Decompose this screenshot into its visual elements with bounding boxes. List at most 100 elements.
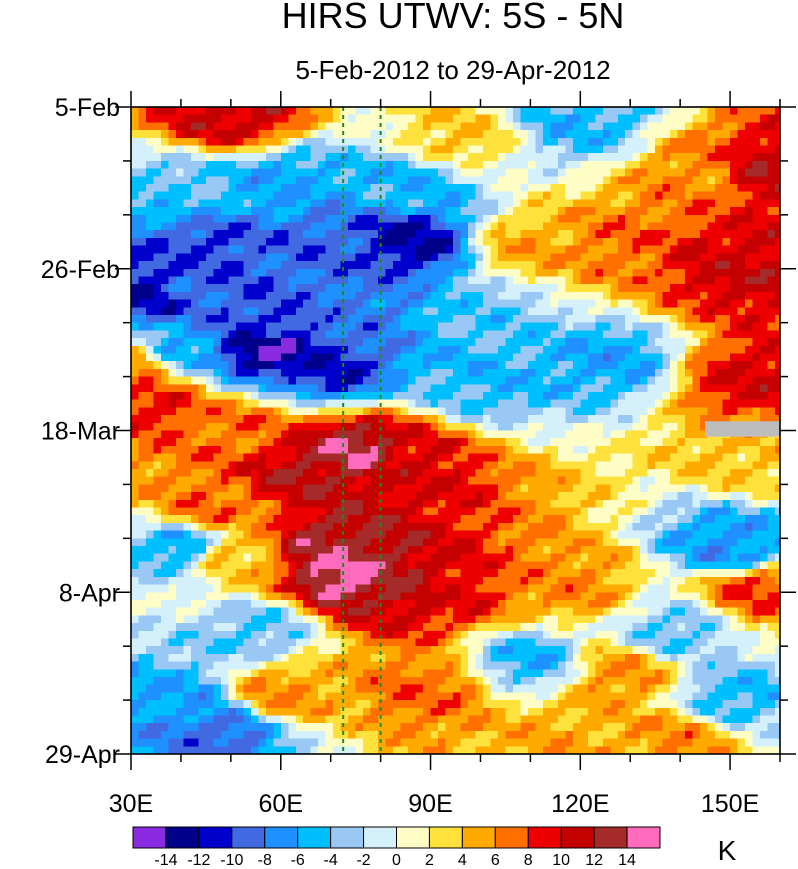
heatmap-cell [715, 538, 724, 547]
heatmap-cell [692, 284, 701, 293]
heatmap-cell [602, 492, 611, 501]
heatmap-cell [348, 214, 357, 224]
heatmap-cell [775, 276, 780, 285]
heatmap-cell [707, 107, 716, 116]
heatmap-cell [235, 237, 244, 247]
heatmap-cell [625, 191, 634, 201]
heatmap-cell [467, 515, 477, 524]
heatmap-cell [640, 245, 649, 254]
heatmap-cell [640, 376, 649, 385]
heatmap-cell [602, 230, 611, 239]
heatmap-cell [235, 168, 244, 177]
heatmap-cell [445, 368, 454, 378]
heatmap-cell [393, 222, 402, 231]
heatmap-cell [625, 237, 634, 247]
heatmap-cell [250, 469, 259, 478]
heatmap-cell [775, 230, 780, 239]
heatmap-cell [183, 430, 192, 439]
heatmap-cell [408, 368, 417, 378]
heatmap-cell [153, 322, 162, 331]
heatmap-cell [131, 538, 140, 547]
heatmap-cell [408, 415, 417, 424]
heatmap-cell [722, 176, 731, 185]
heatmap-cell [670, 507, 679, 516]
heatmap-cell [760, 361, 769, 370]
heatmap-cell [490, 137, 499, 147]
heatmap-cell [655, 314, 664, 324]
heatmap-cell [183, 507, 192, 516]
heatmap-cell [430, 430, 439, 439]
heatmap-cell [385, 268, 394, 278]
heatmap-cell [617, 160, 626, 170]
heatmap-cell [550, 253, 559, 262]
heatmap-cell [467, 107, 477, 116]
heatmap-cell [655, 422, 664, 432]
heatmap-cell [160, 507, 170, 516]
heatmap-cell [490, 307, 499, 316]
heatmap-cell [572, 191, 581, 201]
heatmap-cell [385, 168, 394, 177]
heatmap-cell [363, 160, 372, 170]
heatmap-cell [632, 137, 641, 147]
heatmap-cell [213, 322, 222, 331]
heatmap-cell [752, 222, 761, 231]
heatmap-cell [183, 107, 192, 116]
heatmap-cell [467, 199, 477, 208]
heatmap-cell [617, 407, 626, 416]
heatmap-cell [587, 461, 596, 470]
heatmap-cell [400, 168, 409, 177]
heatmap-cell [370, 338, 379, 347]
heatmap-cell [415, 530, 424, 539]
heatmap-cell [715, 399, 724, 408]
heatmap-cell [438, 191, 447, 201]
heatmap-cell [295, 445, 304, 455]
heatmap-cell [587, 361, 596, 370]
heatmap-cell [205, 137, 214, 147]
heatmap-cell [655, 530, 664, 539]
heatmap-cell [632, 168, 641, 177]
heatmap-cell [775, 245, 780, 254]
heatmap-cell [400, 376, 409, 385]
heatmap-cell [340, 222, 349, 231]
heatmap-cell [318, 276, 327, 285]
heatmap-cell [430, 361, 439, 370]
heatmap-cell [288, 469, 297, 478]
heatmap-cell [467, 114, 477, 123]
heatmap-cell [745, 214, 754, 224]
heatmap-cell [423, 376, 432, 385]
heatmap-cell [565, 445, 574, 455]
heatmap-cell [460, 199, 469, 208]
heatmap-cell [415, 422, 424, 432]
heatmap-cell [737, 261, 746, 270]
heatmap-cell [258, 307, 267, 316]
heatmap-cell [235, 230, 244, 239]
heatmap-cell [692, 445, 701, 455]
heatmap-cell [535, 153, 544, 162]
heatmap-cell [220, 515, 229, 524]
heatmap-cell [183, 353, 192, 362]
heatmap-cell [505, 168, 514, 177]
heatmap-cell [198, 130, 207, 139]
heatmap-cell [715, 307, 724, 316]
heatmap-cell [737, 530, 746, 539]
heatmap-cell [160, 237, 170, 247]
heatmap-cell [692, 307, 701, 316]
heatmap-cell [745, 461, 754, 470]
heatmap-cell [625, 130, 634, 139]
heatmap-cell [153, 160, 162, 170]
heatmap-cell [183, 538, 192, 547]
heatmap-cell [228, 276, 237, 285]
heatmap-cell [160, 199, 170, 208]
heatmap-cell [512, 438, 521, 447]
heatmap-cell [258, 291, 267, 301]
heatmap-cell [640, 137, 649, 147]
heatmap-cell [557, 114, 566, 123]
heatmap-cell [512, 530, 521, 539]
heatmap-cell [228, 484, 237, 493]
heatmap-cell [138, 445, 147, 455]
heatmap-cell [760, 261, 769, 270]
heatmap-cell [423, 368, 432, 378]
heatmap-cell [340, 515, 349, 524]
heatmap-cell [655, 499, 664, 509]
heatmap-cell [602, 353, 611, 362]
